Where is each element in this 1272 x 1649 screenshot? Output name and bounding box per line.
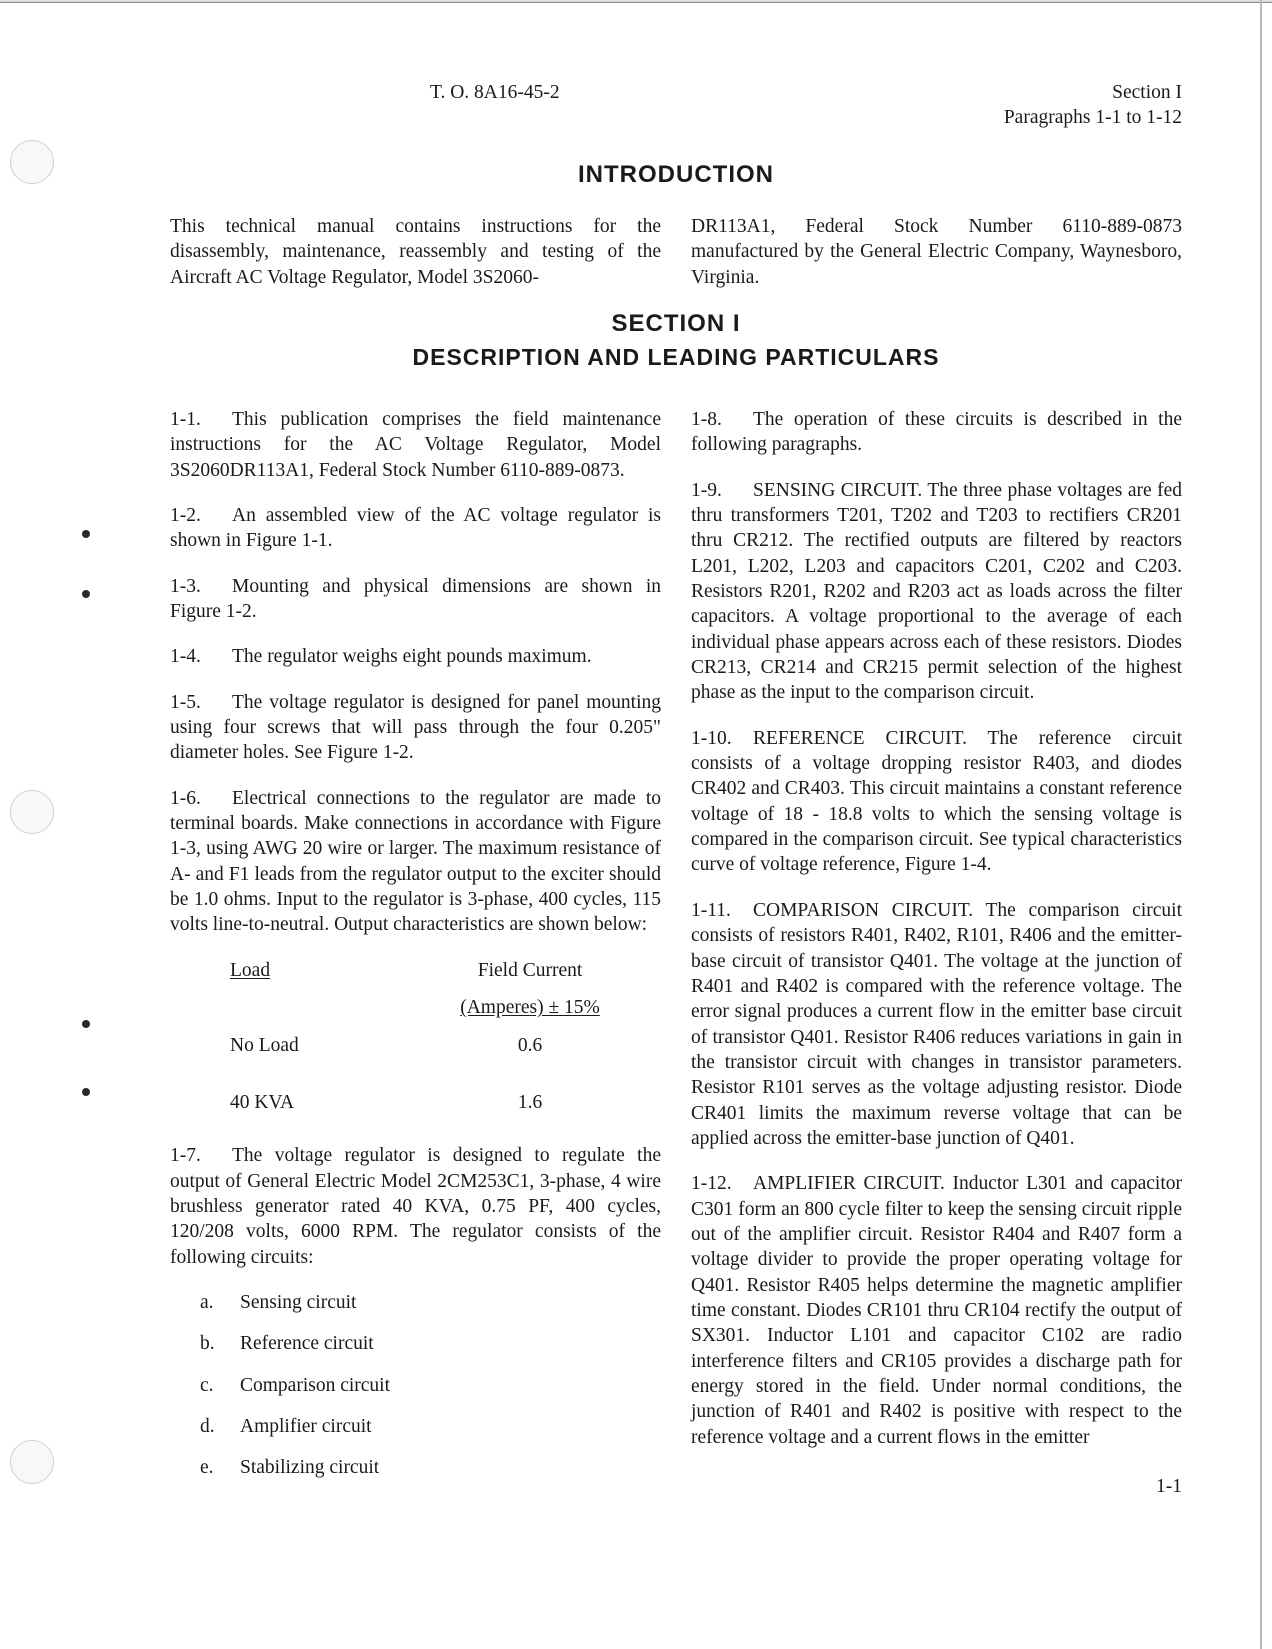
scan-artifact-dot	[82, 1088, 90, 1096]
circuit-list: a. Sensing circuit b. Reference circuit …	[200, 1290, 661, 1481]
para-text: The regulator weighs eight pounds maximu…	[232, 646, 592, 667]
para-text: COMPARISON CIRCUIT. The comparison circu…	[691, 900, 1182, 1149]
body-columns: 1-1.This publication comprises the field…	[170, 407, 1182, 1499]
scan-artifact-dot	[82, 1020, 90, 1028]
para-text: The voltage regulator is designed for pa…	[170, 692, 661, 764]
section-label: Section I	[1004, 80, 1182, 105]
para-1-6: 1-6.Electrical connections to the regula…	[170, 786, 661, 938]
para-1-3: 1-3.Mounting and physical dimensions are…	[170, 574, 661, 625]
list-letter: d.	[200, 1414, 240, 1439]
para-text: The operation of these circuits is descr…	[691, 409, 1182, 455]
para-number: 1-5.	[170, 690, 232, 715]
list-letter: a.	[200, 1290, 240, 1315]
para-text: Electrical connections to the regulator …	[170, 788, 661, 936]
current-cell: 1.6	[450, 1090, 610, 1115]
para-text: AMPLIFIER CIRCUIT. Inductor L301 and cap…	[691, 1173, 1182, 1447]
para-1-9: 1-9.SENSING CIRCUIT. The three phase vol…	[691, 478, 1182, 706]
introduction-paragraph: This technical manual contains instructi…	[170, 214, 1182, 290]
page-number: 1-1	[691, 1474, 1182, 1499]
list-text: Reference circuit	[240, 1331, 374, 1356]
para-1-8: 1-8.The operation of these circuits is d…	[691, 407, 1182, 458]
list-letter: c.	[200, 1373, 240, 1398]
para-number: 1-12.	[691, 1171, 753, 1196]
para-number: 1-3.	[170, 574, 232, 599]
circuit-item: a. Sensing circuit	[200, 1290, 661, 1315]
para-1-4: 1-4.The regulator weighs eight pounds ma…	[170, 644, 661, 669]
current-cell: 0.6	[450, 1033, 610, 1058]
para-text: SENSING CIRCUIT. The three phase voltage…	[691, 480, 1182, 704]
circuit-item: b. Reference circuit	[200, 1331, 661, 1356]
intro-left-column: This technical manual contains instructi…	[170, 214, 661, 290]
para-number: 1-11.	[691, 898, 753, 923]
para-number: 1-8.	[691, 407, 753, 432]
section-heading: SECTION I	[170, 308, 1182, 339]
para-1-7: 1-7.The voltage regulator is designed to…	[170, 1143, 661, 1270]
para-text: This publication comprises the field mai…	[170, 409, 661, 481]
circuit-item: d. Amplifier circuit	[200, 1414, 661, 1439]
paragraph-range: Paragraphs 1-1 to 1-12	[1004, 105, 1182, 130]
scan-artifact-dot	[82, 590, 90, 598]
binder-hole	[10, 790, 54, 834]
list-text: Sensing circuit	[240, 1290, 356, 1315]
para-1-1: 1-1.This publication comprises the field…	[170, 407, 661, 483]
para-number: 1-9.	[691, 478, 753, 503]
load-cell: 40 KVA	[230, 1090, 450, 1115]
para-number: 1-7.	[170, 1143, 232, 1168]
table-head-load: Load	[230, 960, 270, 981]
section-subheading: DESCRIPTION AND LEADING PARTICULARS	[170, 343, 1182, 373]
para-1-12: 1-12.AMPLIFIER CIRCUIT. Inductor L301 an…	[691, 1171, 1182, 1450]
to-number: T. O. 8A16-45-2	[170, 80, 560, 131]
introduction-heading: INTRODUCTION	[170, 159, 1182, 190]
circuit-item: e. Stabilizing circuit	[200, 1455, 661, 1480]
para-1-5: 1-5.The voltage regulator is designed fo…	[170, 690, 661, 766]
circuit-item: c. Comparison circuit	[200, 1373, 661, 1398]
para-number: 1-2.	[170, 503, 232, 528]
para-text: REFERENCE CIRCUIT. The reference circuit…	[691, 728, 1182, 876]
para-text: An assembled view of the AC voltage regu…	[170, 505, 661, 551]
para-number: 1-4.	[170, 644, 232, 669]
binder-hole	[10, 1440, 54, 1484]
para-number: 1-10.	[691, 726, 753, 751]
load-current-table: Load Field Current (Amperes) ± 15% No Lo…	[230, 958, 621, 1115]
para-1-10: 1-10.REFERENCE CIRCUIT. The reference ci…	[691, 726, 1182, 878]
load-cell: No Load	[230, 1033, 450, 1058]
intro-right-column: DR113A1, Federal Stock Number 6110-889-0…	[691, 214, 1182, 290]
para-1-11: 1-11.COMPARISON CIRCUIT. The comparison …	[691, 898, 1182, 1151]
page-header: T. O. 8A16-45-2 Section I Paragraphs 1-1…	[170, 80, 1182, 131]
table-head-current-sub: (Amperes) ± 15%	[460, 997, 600, 1018]
para-1-2: 1-2.An assembled view of the AC voltage …	[170, 503, 661, 554]
list-letter: b.	[200, 1331, 240, 1356]
list-text: Comparison circuit	[240, 1373, 390, 1398]
list-text: Amplifier circuit	[240, 1414, 372, 1439]
para-text: The voltage regulator is designed to reg…	[170, 1145, 661, 1267]
left-column: 1-1.This publication comprises the field…	[170, 407, 661, 1499]
list-letter: e.	[200, 1455, 240, 1480]
table-head-current: Field Current	[450, 958, 610, 983]
para-number: 1-6.	[170, 786, 232, 811]
list-text: Stabilizing circuit	[240, 1455, 379, 1480]
para-number: 1-1.	[170, 407, 232, 432]
page-right-edge	[1260, 0, 1262, 1649]
scan-artifact-dot	[82, 530, 90, 538]
binder-hole	[10, 140, 54, 184]
para-text: Mounting and physical dimensions are sho…	[170, 576, 661, 622]
page-top-crop	[0, 0, 1272, 3]
right-column: 1-8.The operation of these circuits is d…	[691, 407, 1182, 1499]
